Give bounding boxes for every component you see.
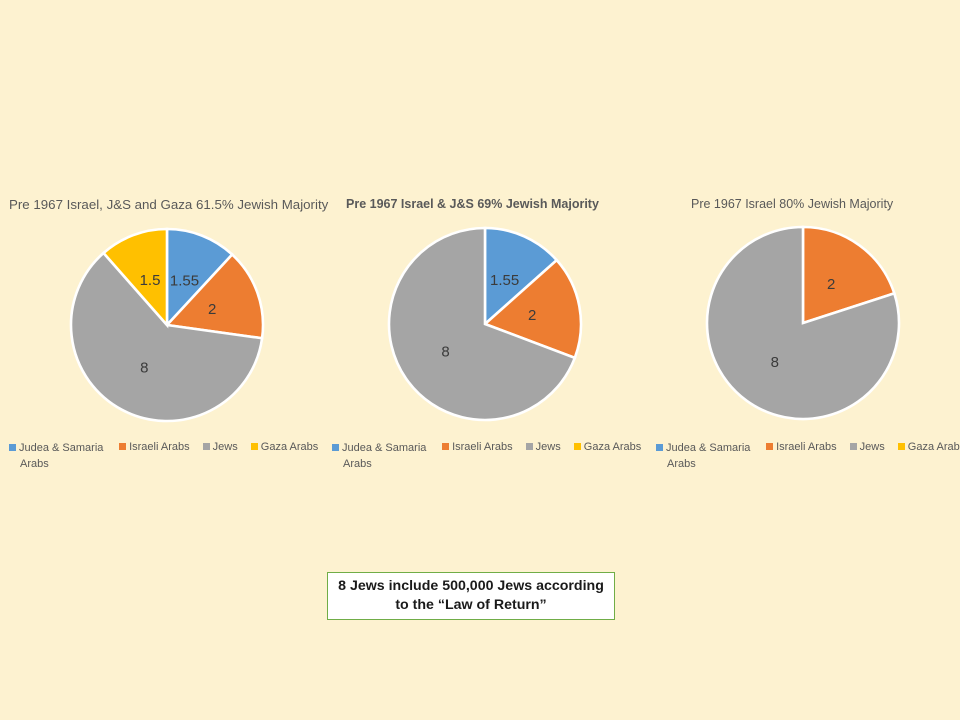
svg-text:8: 8 (771, 354, 779, 371)
svg-text:2: 2 (827, 276, 835, 293)
svg-text:2: 2 (208, 301, 216, 318)
svg-text:1.55: 1.55 (490, 272, 519, 289)
svg-text:1.5: 1.5 (140, 272, 161, 289)
svg-text:2: 2 (528, 307, 536, 324)
svg-text:1.55: 1.55 (170, 272, 199, 289)
svg-text:8: 8 (140, 359, 148, 376)
svg-text:8: 8 (441, 343, 449, 360)
